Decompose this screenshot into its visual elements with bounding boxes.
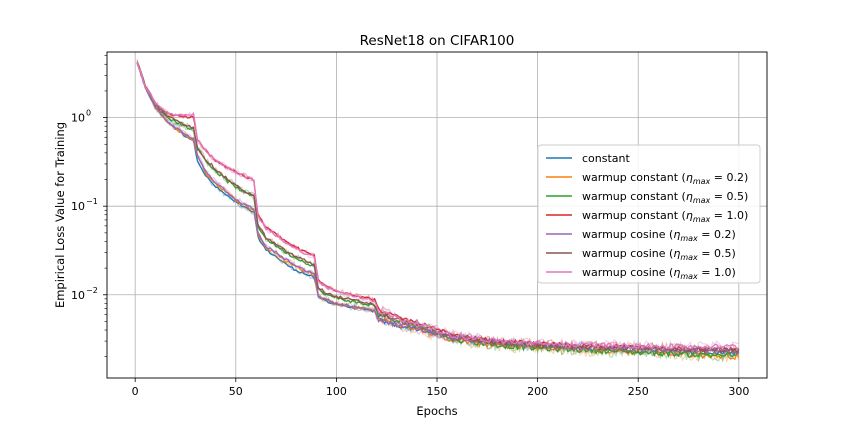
- y-tick-label: 10: [71, 200, 85, 213]
- legend-entry: warmup cosine (ηmax = 1.0): [582, 266, 736, 281]
- x-tick-label: 300: [728, 385, 749, 398]
- x-tick-label: 150: [427, 385, 448, 398]
- series-noise-band: [136, 59, 739, 354]
- y-axis-label: Empirical Loss Value for Training: [53, 122, 67, 308]
- legend-entry: constant: [582, 152, 631, 165]
- y-tick-label: 10: [71, 112, 85, 125]
- x-axis: 0 50 100 150 200 250 300: [132, 378, 749, 398]
- legend-entry: warmup constant (ηmax = 0.5): [582, 190, 748, 205]
- x-tick-label: 0: [132, 385, 139, 398]
- x-tick-label: 250: [628, 385, 649, 398]
- series-line: [136, 62, 739, 350]
- y-tick-exponent: 0: [86, 109, 91, 118]
- x-tick-label: 200: [527, 385, 548, 398]
- legend-entry: warmup constant (ηmax = 0.2): [582, 171, 748, 186]
- chart-title: ResNet18 on CIFAR100: [360, 33, 515, 49]
- legend-entry: warmup constant (ηmax = 1.0): [582, 209, 748, 224]
- series-warmup-cosine-1-0: [136, 59, 739, 354]
- series-layer: [136, 59, 740, 364]
- y-tick-exponent: −1: [86, 197, 98, 206]
- y-tick-exponent: −2: [86, 286, 98, 295]
- series-noise-band: [136, 60, 740, 356]
- x-tick-label: 100: [326, 385, 347, 398]
- legend-box: [537, 144, 761, 284]
- x-tick-label: 50: [229, 385, 243, 398]
- series-noise-band: [136, 62, 739, 357]
- x-axis-label: Epochs: [416, 404, 457, 418]
- y-tick-label: 10: [71, 289, 85, 302]
- legend-entry: warmup cosine (ηmax = 0.2): [582, 228, 736, 243]
- legend: constant warmup constant (ηmax = 0.2) warm…: [537, 144, 761, 284]
- legend-entry: warmup cosine (ηmax = 0.5): [582, 247, 736, 262]
